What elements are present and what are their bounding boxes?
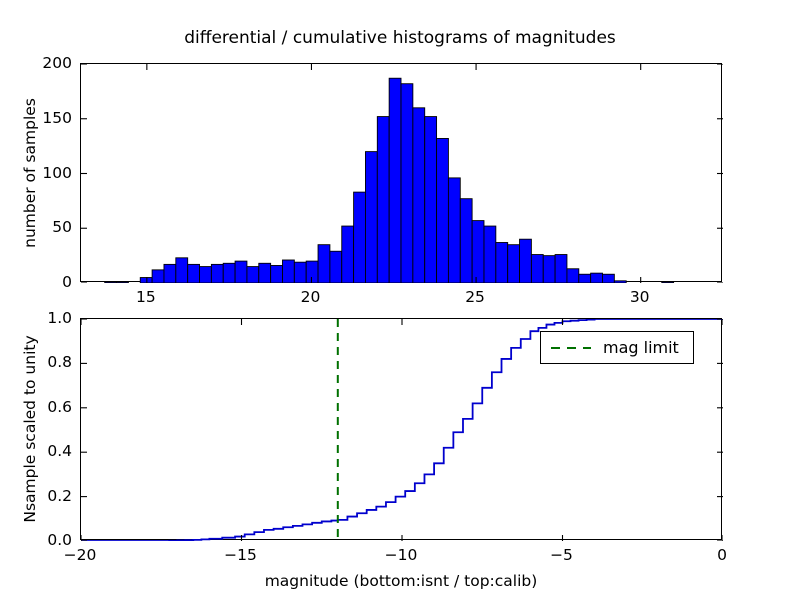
histogram-bar bbox=[341, 225, 355, 283]
chart-title: differential / cumulative histograms of … bbox=[184, 28, 616, 48]
histogram-bar bbox=[495, 242, 509, 283]
legend-entry-label: mag limit bbox=[603, 338, 679, 357]
histogram-bar bbox=[483, 225, 497, 283]
histogram-bar bbox=[412, 107, 426, 283]
histogram-bar bbox=[365, 151, 378, 283]
histogram-bar bbox=[507, 244, 520, 283]
histogram-bar bbox=[424, 116, 438, 283]
bottom-x-tick-label: −20 bbox=[63, 546, 97, 564]
histogram-bar bbox=[293, 261, 307, 283]
histogram-bar bbox=[199, 266, 212, 283]
histogram-bar bbox=[471, 220, 485, 283]
histogram-bar bbox=[400, 83, 414, 283]
bottom-x-tick-label: 0 bbox=[717, 546, 727, 564]
histogram-bar bbox=[258, 262, 272, 283]
histogram-bar bbox=[151, 269, 165, 283]
legend-box: mag limit bbox=[540, 331, 694, 364]
histogram-bar bbox=[116, 281, 129, 283]
top-x-tick-label: 20 bbox=[300, 288, 321, 306]
histogram-bar bbox=[436, 138, 449, 283]
top-y-tick-label: 50 bbox=[52, 218, 72, 237]
top-y-tick-label: 200 bbox=[42, 54, 72, 72]
bottom-x-axis-label: magnitude (bottom:isnt / top:calib) bbox=[264, 572, 538, 590]
bottom-y-tick-label: 0.8 bbox=[47, 353, 72, 372]
top-y-axis-label: number of samples bbox=[21, 97, 39, 248]
histogram-bar bbox=[270, 265, 283, 283]
histogram-bar bbox=[234, 260, 248, 283]
histogram-bar bbox=[554, 254, 568, 283]
bottom-y-tick-label: 0.0 bbox=[47, 531, 72, 549]
top-x-tick-label: 25 bbox=[465, 288, 485, 306]
histogram-bar bbox=[139, 277, 153, 283]
histogram-bar bbox=[388, 77, 402, 283]
histogram-bar bbox=[530, 254, 544, 283]
histogram-bar bbox=[282, 259, 295, 283]
histogram-bar bbox=[613, 280, 627, 283]
histogram-bar bbox=[661, 281, 675, 283]
top-y-tick-label: 0 bbox=[62, 273, 72, 291]
top-y-tick-label: 100 bbox=[42, 163, 72, 182]
histogram-bar bbox=[246, 266, 260, 283]
histogram-bar bbox=[305, 260, 319, 283]
bottom-y-tick-label: 0.2 bbox=[47, 486, 72, 505]
histogram-bar bbox=[210, 263, 224, 283]
histogram-bar bbox=[447, 177, 461, 283]
histogram-bar bbox=[590, 272, 603, 283]
bottom-cumulative-plot bbox=[81, 319, 723, 541]
cumulative-curve bbox=[81, 319, 723, 541]
top-y-tick-label: 150 bbox=[42, 108, 72, 127]
histogram-bar bbox=[542, 255, 556, 283]
histogram-bar bbox=[459, 198, 473, 283]
histogram-bar bbox=[376, 116, 390, 283]
top-x-tick-label: 30 bbox=[629, 288, 650, 306]
histogram-bar bbox=[163, 263, 177, 283]
histogram-bar bbox=[187, 263, 200, 283]
histogram-bar bbox=[104, 281, 118, 283]
histogram-bar bbox=[602, 273, 615, 283]
top-x-tick-label: 15 bbox=[135, 288, 156, 306]
bottom-y-tick-label: 1.0 bbox=[47, 309, 72, 327]
histogram-bar bbox=[578, 273, 592, 283]
mag-limit-line-swatch-icon bbox=[551, 346, 591, 349]
histogram-bar bbox=[317, 244, 331, 283]
bottom-y-tick-label: 0.4 bbox=[47, 442, 72, 461]
bottom-x-tick-label: −10 bbox=[384, 546, 418, 564]
bottom-x-tick-label: −15 bbox=[224, 546, 257, 564]
bottom-x-tick-label: −5 bbox=[550, 546, 573, 564]
bottom-y-tick-label: 0.6 bbox=[47, 397, 72, 416]
histogram-bar bbox=[175, 257, 189, 283]
histogram-bar bbox=[222, 262, 236, 283]
bottom-y-axis-label: Nsample scaled to unity bbox=[21, 335, 39, 523]
top-histogram-plot bbox=[81, 64, 723, 283]
histogram-bar bbox=[353, 191, 366, 283]
top-histogram-axes bbox=[80, 63, 723, 283]
histogram-bar bbox=[566, 268, 580, 283]
histogram-bar bbox=[519, 238, 532, 283]
histogram-bar bbox=[329, 250, 343, 283]
